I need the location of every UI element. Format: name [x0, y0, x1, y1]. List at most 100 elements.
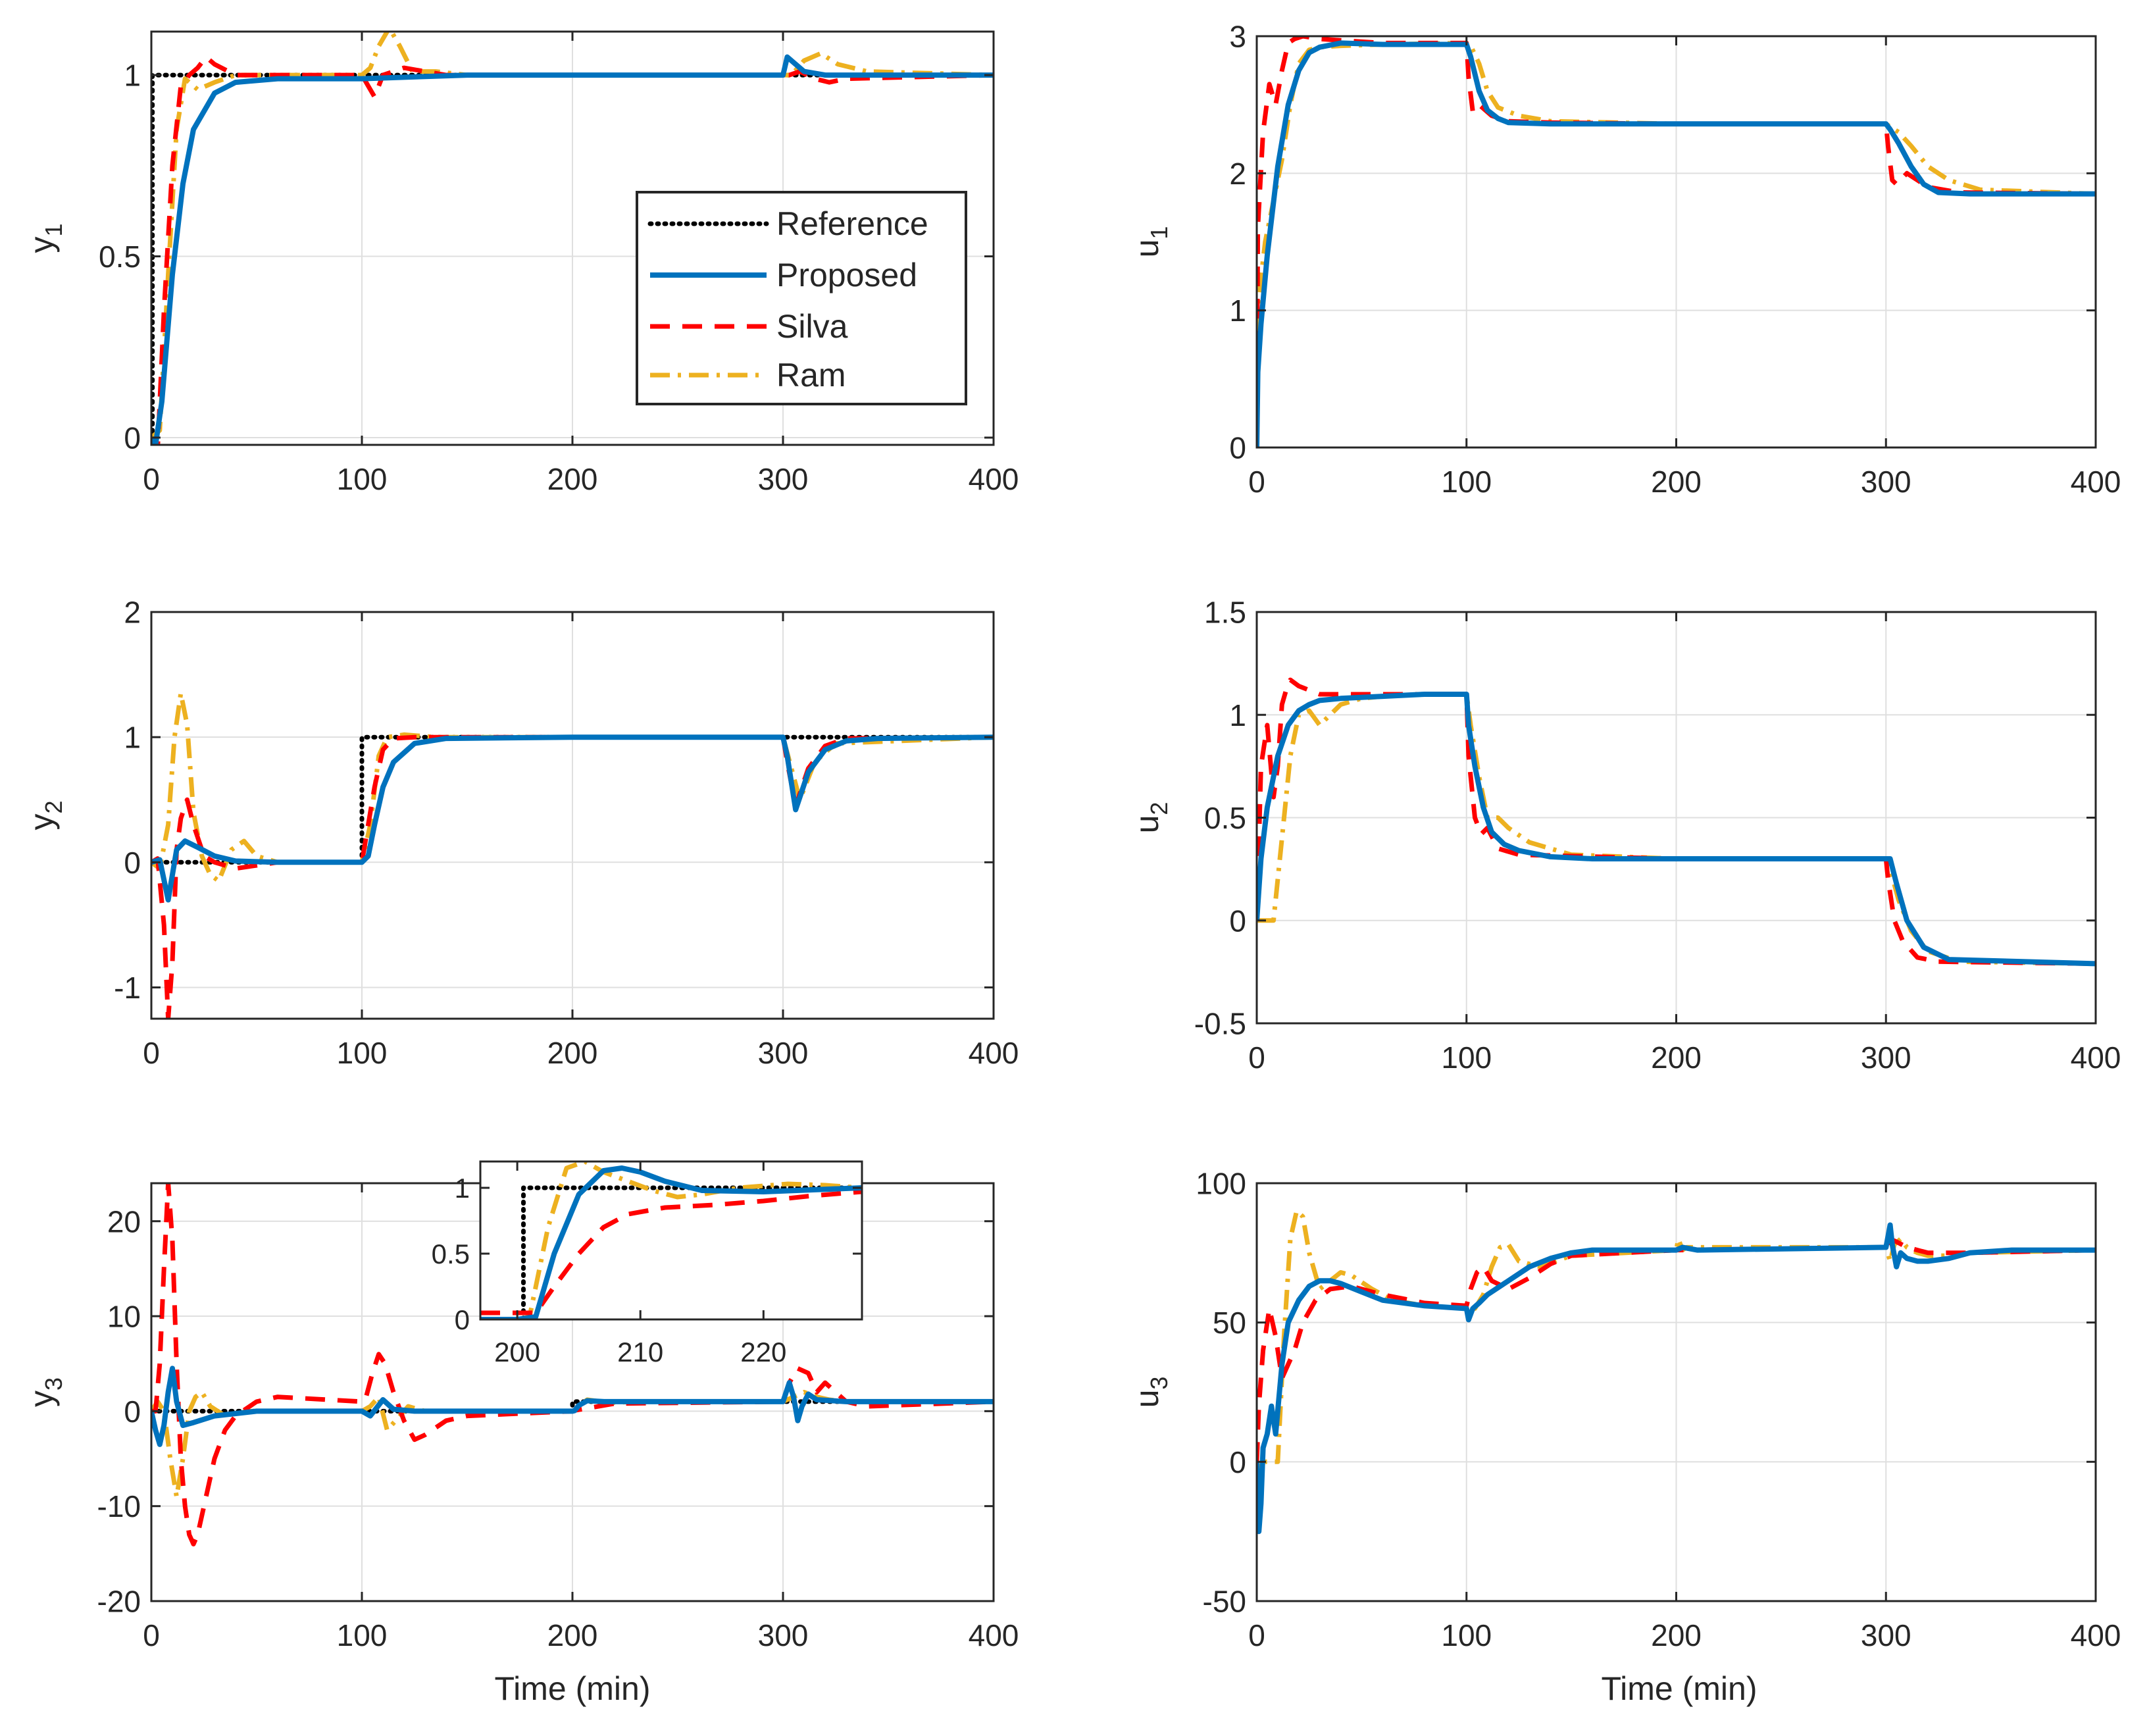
u1-series-proposed — [1257, 40, 2096, 447]
x-axis-label-left: Time (min) — [494, 1670, 650, 1707]
y3-y-axis-label: y3 — [23, 1377, 67, 1407]
u1-series-silva — [1257, 36, 2096, 447]
legend-box — [636, 191, 967, 405]
u1-xtick-label: 400 — [2071, 465, 2121, 499]
y1-y-axis-label-main: y — [23, 237, 60, 253]
y3-series-proposed — [151, 1366, 994, 1447]
u1-xtick-label: 0 — [1248, 465, 1265, 499]
y2-series-proposed — [151, 734, 994, 903]
u1-ytick-label: 2 — [1229, 157, 1246, 191]
y3-ytick-label: 0 — [124, 1394, 141, 1429]
y2-xtick-label: 0 — [143, 1036, 160, 1070]
y3-series-group — [151, 1183, 994, 1546]
legend-label-ram: Ram — [776, 357, 846, 394]
u2-y-axis-label-sub: 2 — [1146, 802, 1173, 815]
y2-y-axis-label-main: y — [23, 814, 60, 830]
legend: Reference Proposed Silva Ram — [636, 191, 967, 405]
u1-ytick-label: 0 — [1229, 431, 1246, 465]
u1-y-axis-label: u1 — [1128, 226, 1173, 258]
u1-xtick-label: 300 — [1861, 465, 1911, 499]
y3-xtick-label: 300 — [758, 1618, 809, 1652]
u3-xtick-label: 0 — [1248, 1618, 1265, 1652]
y1-ytick-label: 0 — [124, 421, 141, 455]
u3-y-axis-label: u3 — [1128, 1377, 1173, 1408]
y3-y-axis-label-sub: 3 — [40, 1377, 67, 1391]
x-axis-label-right: Time (min) — [1601, 1670, 1757, 1707]
u1-y-axis-label-sub: 1 — [1146, 226, 1173, 240]
u3-xtick-label: 100 — [1441, 1618, 1492, 1652]
u1-series-ram — [1257, 40, 2096, 447]
y2-xtick-label: 100 — [337, 1036, 388, 1070]
y1-xtick-label: 300 — [758, 462, 809, 496]
y2-xtick-label: 200 — [547, 1036, 598, 1070]
y3-series-silva — [151, 1183, 994, 1546]
y1-xtick-label: 200 — [547, 462, 598, 496]
y3-xtick-label: 400 — [969, 1618, 1019, 1652]
u3-xtick-label: 400 — [2071, 1618, 2121, 1652]
y3-inset-xtick-label: 210 — [617, 1337, 663, 1367]
panel-y3-inset: 200 210 220 0 0.5 1 — [432, 1160, 863, 1367]
y1-xtick-label: 400 — [969, 462, 1019, 496]
y2-series-group — [151, 691, 994, 1019]
y3-inset-series-group — [480, 1162, 862, 1319]
y1-y-axis-label: y1 — [23, 223, 67, 253]
legend-label-proposed: Proposed — [776, 257, 917, 294]
y3-ytick-label: -10 — [97, 1489, 141, 1523]
u3-ytick-label: 0 — [1229, 1445, 1246, 1479]
y1-series-proposed — [151, 54, 994, 445]
u2-xtick-label: 300 — [1861, 1040, 1911, 1075]
y2-ytick-label: -1 — [114, 971, 141, 1005]
u2-ytick-label: 1.5 — [1204, 596, 1246, 630]
u2-ytick-label: 0.5 — [1204, 801, 1246, 835]
y3-xtick-label: 0 — [143, 1618, 160, 1652]
y1-y-axis-label-sub: 1 — [40, 223, 67, 236]
u2-y-axis-label-main: u — [1128, 815, 1165, 834]
u3-xtick-label: 300 — [1861, 1618, 1911, 1652]
y2-series-silva — [151, 734, 994, 1019]
u2-xtick-label: 400 — [2071, 1040, 2121, 1075]
y3-xtick-label: 100 — [337, 1618, 388, 1652]
y2-xtick-label: 300 — [758, 1036, 809, 1070]
y3-inset-series-proposed — [480, 1165, 862, 1319]
u3-y-axis-label-main: u — [1128, 1390, 1165, 1408]
y2-xtick-label: 400 — [969, 1036, 1019, 1070]
y3-xtick-label: 200 — [547, 1618, 598, 1652]
y1-ytick-label: 0.5 — [99, 240, 141, 274]
u2-ytick-label: 0 — [1229, 904, 1246, 938]
u1-series-group — [1257, 36, 2096, 447]
y1-ytick-label: 1 — [124, 59, 141, 93]
legend-label-reference: Reference — [776, 205, 928, 242]
y3-inset-ytick-label: 0 — [455, 1304, 470, 1335]
y2-ytick-label: 0 — [124, 846, 141, 880]
y3-inset-series-ram — [480, 1162, 862, 1319]
u3-ytick-label: -50 — [1203, 1585, 1246, 1619]
y1-series-silva — [151, 55, 994, 445]
y1-xtick-label: 0 — [143, 462, 160, 496]
y3-inset-ytick-label: 0.5 — [432, 1238, 470, 1269]
y3-ytick-label: 20 — [107, 1204, 141, 1238]
u1-xtick-label: 100 — [1441, 465, 1492, 499]
u2-ytick-label: -0.5 — [1194, 1007, 1246, 1041]
u2-xtick-label: 0 — [1248, 1040, 1265, 1075]
y3-inset-series-silva — [480, 1189, 862, 1315]
u1-ytick-label: 1 — [1229, 294, 1246, 328]
y3-inset-xtick-label: 200 — [494, 1337, 540, 1367]
u2-xtick-label: 100 — [1441, 1040, 1492, 1075]
u2-xtick-label: 200 — [1651, 1040, 1702, 1075]
u3-y-axis-label-sub: 3 — [1146, 1377, 1173, 1390]
y3-y-axis-label-main: y — [23, 1391, 60, 1407]
y2-y-axis-label: y2 — [23, 800, 67, 830]
panel-u2: 0 100 200 300 400-0.500.511.5u2 — [1128, 596, 2121, 1075]
u2-ytick-label: 1 — [1229, 698, 1246, 732]
y3-ytick-label: 10 — [107, 1300, 141, 1334]
y3-ytick-label: -20 — [97, 1585, 141, 1619]
u2-series-group — [1257, 677, 2096, 967]
u3-series-proposed — [1257, 1222, 2096, 1535]
u2-y-axis-label: u2 — [1128, 802, 1173, 834]
u3-series-group — [1257, 1208, 2096, 1535]
y1-series-ram — [151, 32, 994, 440]
